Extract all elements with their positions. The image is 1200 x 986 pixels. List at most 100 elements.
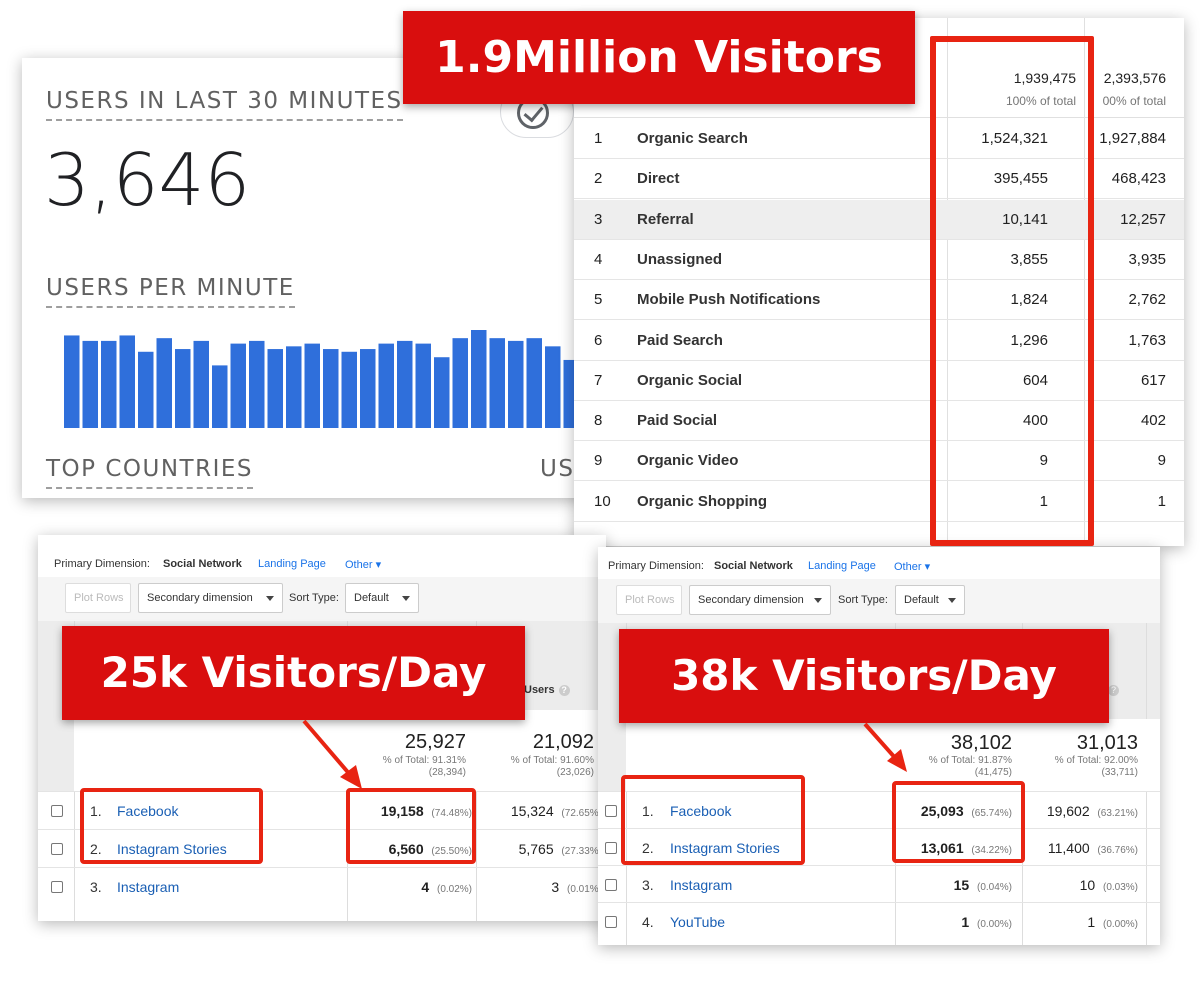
row-social-link[interactable]: Facebook bbox=[670, 803, 732, 819]
row-checkbox[interactable] bbox=[605, 805, 617, 817]
row-channel-name: Mobile Push Notifications bbox=[637, 291, 821, 309]
right-values-highlight bbox=[892, 781, 1025, 863]
row-users: 10 (0.03%) bbox=[1079, 877, 1138, 893]
row-sessions: 25,093 (65.74%) bbox=[920, 803, 1012, 819]
row-social-link[interactable]: Facebook bbox=[117, 803, 179, 819]
secondary-dimension-dropdown[interactable]: Secondary dimension bbox=[689, 585, 831, 615]
dimension-other-dropdown[interactable]: Other ▾ bbox=[345, 559, 382, 571]
row-value-2: 617 bbox=[1140, 371, 1166, 389]
total-sessions-pct: % of Total: 91.87% bbox=[928, 755, 1012, 766]
total-users-pct: % of Total: 92.00% bbox=[1054, 755, 1138, 766]
row-rank: 1. bbox=[642, 803, 654, 819]
users-per-minute-bar bbox=[341, 351, 357, 428]
total-sessions-sub: (41,475) bbox=[974, 767, 1012, 778]
table-row[interactable]: 1 Organic Search 1,524,321 1,927,884 bbox=[574, 119, 1184, 159]
users-per-minute-bar bbox=[230, 343, 246, 428]
dimension-landing-page[interactable]: Landing Page bbox=[808, 560, 876, 572]
sort-type-label: Sort Type: bbox=[289, 592, 339, 604]
table-row: 1. Facebook 19,158 (74.48%) 15,324 (72.65%) bbox=[38, 791, 606, 829]
users-per-minute-bar bbox=[138, 351, 154, 428]
row-social-link[interactable]: Instagram bbox=[117, 879, 180, 895]
users-per-minute-bar bbox=[267, 349, 283, 428]
row-sessions: 4 (0.02%) bbox=[421, 879, 472, 895]
table-row[interactable]: 4 Unassigned 3,855 3,935 bbox=[574, 240, 1184, 280]
row-value-2: 1 bbox=[1157, 492, 1166, 510]
table-row[interactable]: 5 Mobile Push Notifications 1,824 2,762 bbox=[574, 280, 1184, 321]
row-rank: 9 bbox=[594, 452, 603, 470]
users-per-minute-heading: USERS PER MINUTE bbox=[46, 275, 295, 308]
dimension-landing-page[interactable]: Landing Page bbox=[258, 558, 326, 570]
right-banner: 38k Visitors/Day bbox=[619, 629, 1109, 723]
table-row[interactable]: 8 Paid Social 400 402 bbox=[574, 401, 1184, 442]
table-row[interactable]: 10 Organic Shopping 1 1 bbox=[574, 482, 1184, 522]
sort-type-dropdown[interactable]: Default bbox=[345, 583, 419, 613]
row-rank: 1 bbox=[594, 130, 603, 147]
row-checkbox[interactable] bbox=[605, 916, 617, 928]
row-channel-name: Unassigned bbox=[637, 250, 723, 268]
row-sessions: 1 (0.00%) bbox=[961, 914, 1012, 930]
active-users-value: 3,646 bbox=[44, 138, 251, 222]
table-row[interactable]: 3 Referral 10,141 12,257 bbox=[574, 199, 1184, 240]
sort-type-dropdown[interactable]: Default bbox=[895, 585, 965, 615]
row-value-2: 3,935 bbox=[1128, 250, 1166, 268]
plot-rows-button[interactable]: Plot Rows bbox=[65, 583, 131, 613]
users-per-minute-bar bbox=[119, 335, 135, 428]
row-value-1: 1,824 bbox=[1010, 291, 1048, 309]
dimension-other-dropdown[interactable]: Other ▾ bbox=[894, 561, 931, 573]
row-value-1: 395,455 bbox=[993, 170, 1048, 188]
table-row[interactable]: 7 Organic Social 604 617 bbox=[574, 361, 1184, 401]
table-header: 1,939,475 100% of total 2,393,576 00% of… bbox=[574, 18, 1184, 118]
row-sessions: 13,061 (34.22%) bbox=[920, 840, 1012, 856]
row-social-link[interactable]: Instagram Stories bbox=[117, 841, 227, 857]
row-checkbox[interactable] bbox=[51, 881, 63, 893]
row-users: 3 (0.01%) bbox=[551, 879, 602, 895]
users-per-minute-bar bbox=[64, 335, 80, 428]
total-users-sub: (23,026) bbox=[556, 767, 594, 778]
table-row[interactable]: 2 Direct 395,455 468,423 bbox=[574, 159, 1184, 200]
right-names-highlight bbox=[621, 775, 805, 865]
top-countries-heading: TOP COUNTRIES bbox=[46, 456, 253, 489]
total-users: 21,092 bbox=[532, 731, 594, 753]
total-users-sub: (33,711) bbox=[1101, 767, 1138, 778]
row-channel-name: Direct bbox=[637, 170, 680, 188]
row-channel-name: Paid Search bbox=[637, 331, 723, 349]
row-checkbox[interactable] bbox=[605, 842, 617, 854]
row-channel-name: Organic Social bbox=[637, 371, 743, 389]
total-sessions-pct: % of Total: 91.31% bbox=[382, 755, 466, 766]
dimension-social-network[interactable]: Social Network bbox=[714, 560, 793, 572]
row-sessions: 15 (0.04%) bbox=[953, 877, 1012, 893]
row-rank: 6 bbox=[594, 331, 603, 349]
users-per-minute-bar bbox=[249, 340, 265, 428]
row-value-2: 1,927,884 bbox=[1099, 130, 1166, 147]
left-values-highlight bbox=[346, 788, 476, 864]
plot-rows-button[interactable]: Plot Rows bbox=[616, 585, 682, 615]
users-per-minute-bar bbox=[489, 338, 505, 428]
primary-dimension-bar: Primary Dimension: Social Network Landin… bbox=[598, 553, 1160, 579]
row-social-link[interactable]: Instagram bbox=[670, 877, 733, 893]
table-row[interactable]: 6 Paid Search 1,296 1,763 bbox=[574, 321, 1184, 361]
row-social-link[interactable]: YouTube bbox=[670, 914, 726, 930]
row-checkbox[interactable] bbox=[51, 843, 63, 855]
row-social-link[interactable]: Instagram Stories bbox=[670, 840, 780, 856]
total-sessions-sub: (28,394) bbox=[428, 767, 466, 778]
row-users: 19,602 (63.21%) bbox=[1046, 803, 1138, 819]
row-channel-name: Organic Shopping bbox=[637, 492, 767, 510]
primary-dimension-label: Primary Dimension: bbox=[54, 558, 150, 570]
table-row: 4. YouTube 1 (0.00%) 1 (0.00%) bbox=[598, 902, 1160, 939]
table-row[interactable]: 9 Organic Video 9 9 bbox=[574, 441, 1184, 482]
row-rank: 3 bbox=[594, 210, 603, 228]
users-per-minute-bar bbox=[286, 346, 302, 428]
users-per-minute-bar bbox=[360, 349, 376, 428]
users-column-header[interactable]: Users? bbox=[524, 684, 570, 696]
left-names-highlight bbox=[80, 788, 263, 864]
dimension-social-network[interactable]: Social Network bbox=[163, 558, 242, 570]
row-channel-name: Paid Social bbox=[637, 412, 718, 430]
secondary-dimension-dropdown[interactable]: Secondary dimension bbox=[138, 583, 283, 613]
help-icon: ? bbox=[1104, 684, 1119, 696]
users-per-minute-bar bbox=[193, 340, 209, 428]
users-per-minute-bar bbox=[526, 338, 542, 428]
row-checkbox[interactable] bbox=[51, 805, 63, 817]
table-row: 3. Instagram 15 (0.04%) 10 (0.03%) bbox=[598, 865, 1160, 902]
row-checkbox[interactable] bbox=[605, 879, 617, 891]
row-channel-name: Organic Video bbox=[637, 452, 739, 470]
